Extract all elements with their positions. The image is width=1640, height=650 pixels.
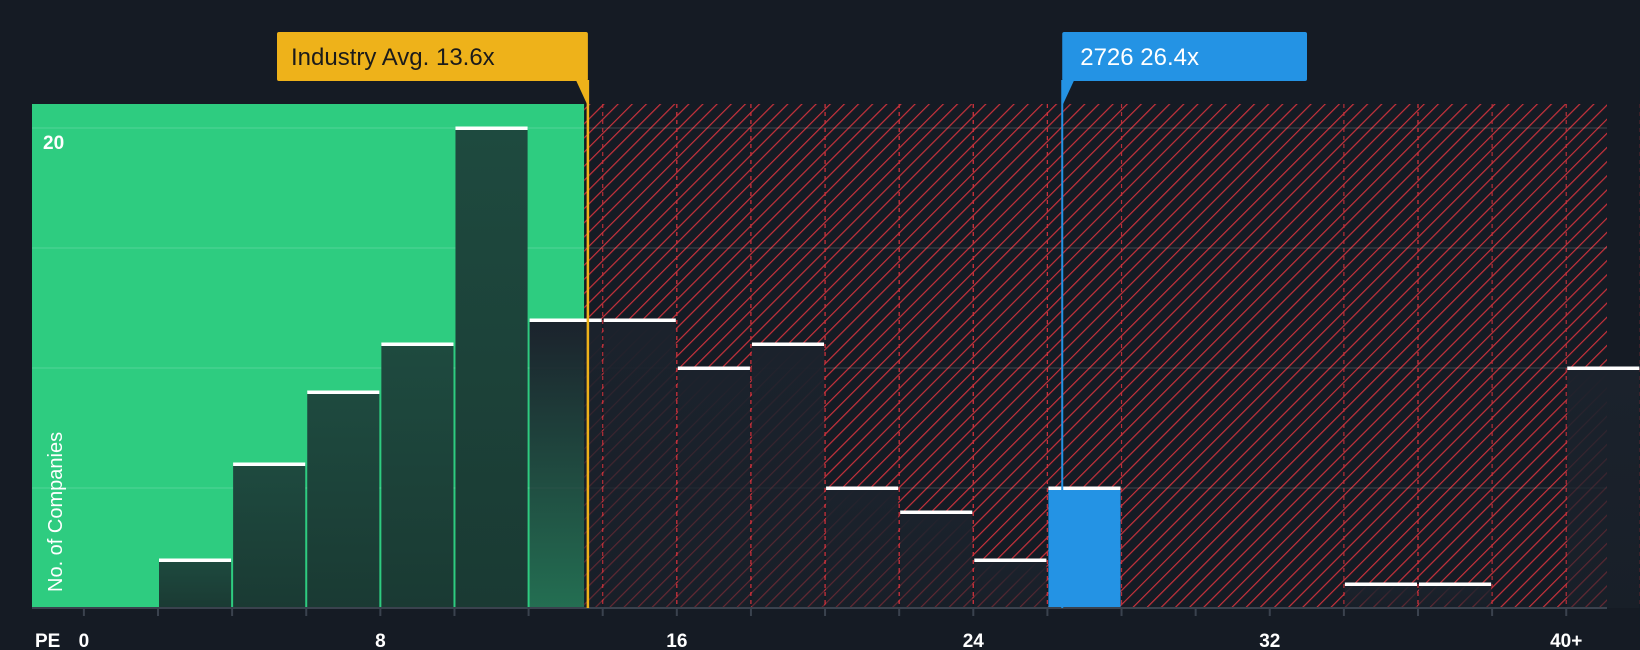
bar-cap-26 — [1048, 486, 1121, 490]
bar-14 — [603, 320, 676, 608]
bar-40 — [1567, 368, 1640, 608]
bar-cap-4 — [233, 462, 306, 466]
bar-20 — [826, 488, 899, 608]
x-axis-ticks: 0 8 16 24 32 40+ — [79, 608, 1582, 650]
histogram-bars — [159, 104, 1640, 608]
industry-avg-callout-pointer — [575, 80, 588, 106]
bar-8 — [381, 344, 454, 608]
bar-34 — [1344, 584, 1417, 608]
bar-16 — [677, 368, 750, 608]
highlighted-bar — [1048, 488, 1121, 608]
y-axis-label: No. of Companies — [45, 432, 67, 592]
bar-cap-34 — [1344, 582, 1417, 586]
bar-cap-24 — [974, 558, 1047, 562]
company-pe-callout-pointer — [1062, 80, 1075, 106]
x-tick-label: 32 — [1259, 631, 1280, 650]
x-tick-label: 40+ — [1550, 631, 1582, 650]
bar-cap-16 — [677, 366, 750, 370]
bar-cap-2 — [159, 558, 232, 562]
bar-4 — [233, 464, 306, 608]
bar-cap-22 — [900, 510, 973, 514]
x-tick-label: 24 — [963, 631, 985, 650]
bar-24 — [974, 560, 1047, 608]
bar-18 — [751, 344, 825, 608]
x-tick-label: 0 — [79, 631, 90, 650]
x-axis-label: PE — [35, 631, 60, 650]
company-pe-label: 2726 26.4x — [1080, 44, 1199, 71]
bar-cap-36 — [1419, 582, 1492, 586]
bar-cap-12 — [529, 318, 602, 322]
industry-avg-label: Industry Avg. 13.6x — [291, 44, 495, 71]
bar-caps — [159, 126, 1640, 586]
bar-12 — [529, 320, 602, 608]
bar-cap-10 — [455, 126, 528, 130]
bar-cap-18 — [751, 342, 825, 346]
bar-cap-14 — [603, 318, 676, 322]
x-tick-label: 8 — [375, 631, 386, 650]
company-pe-callout — [1062, 32, 1307, 81]
bar-10 — [455, 128, 528, 608]
bar-2 — [159, 560, 232, 608]
bar-cap-40 — [1567, 366, 1640, 370]
bar-cap-20 — [826, 486, 899, 490]
bar-cap-8 — [381, 342, 454, 346]
bar-6 — [307, 392, 380, 608]
y-tick-label: 20 — [43, 133, 64, 154]
x-tick-label: 16 — [666, 631, 687, 650]
bar-22 — [900, 512, 973, 608]
industry-avg-callout — [277, 32, 588, 81]
bar-cap-6 — [307, 390, 380, 394]
bar-36 — [1419, 584, 1492, 608]
y-axis-ticks: 20 — [43, 133, 64, 154]
